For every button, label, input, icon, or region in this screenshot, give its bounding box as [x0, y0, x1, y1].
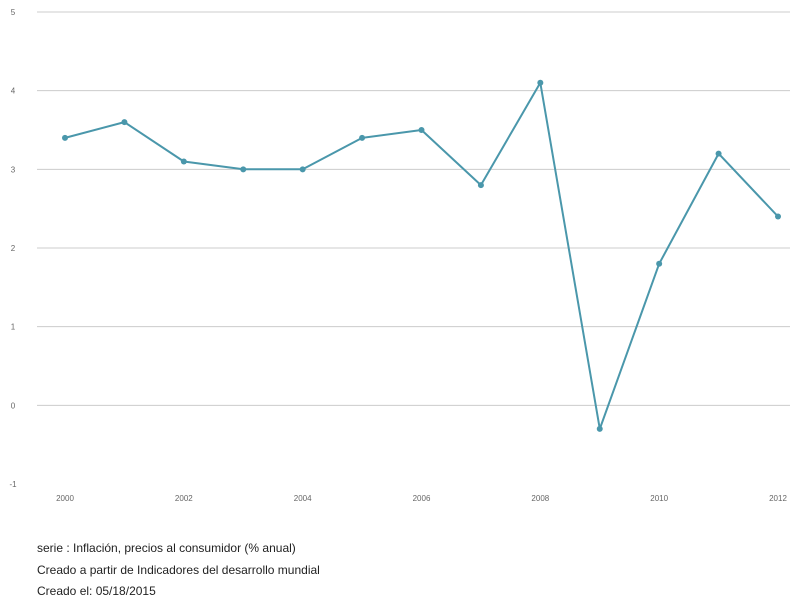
y-tick-label: 0	[11, 401, 16, 410]
x-tick-label: 2004	[294, 494, 312, 503]
data-point	[656, 260, 663, 267]
y-tick-label: -1	[9, 480, 17, 489]
data-point	[359, 134, 366, 141]
x-tick-label: 2002	[175, 494, 193, 503]
data-point	[537, 79, 544, 86]
data-point	[715, 150, 722, 157]
data-point	[477, 182, 484, 189]
data-point	[240, 166, 247, 173]
x-tick-label: 2012	[769, 494, 787, 503]
series-line	[64, 81, 779, 430]
x-tick-label: 2008	[531, 494, 549, 503]
caption-source: Creado a partir de Indicadores del desar…	[37, 563, 320, 577]
y-tick-label: 5	[11, 8, 16, 17]
gridlines	[37, 11, 790, 406]
data-point	[180, 158, 187, 165]
line-chart: -1 0 1 2 3 4 5 2000 2002 2004 2006 2008 2010 2012	[9, 8, 790, 503]
x-tick-label: 2000	[56, 494, 74, 503]
series-group	[62, 79, 781, 432]
data-point	[596, 425, 603, 432]
y-tick-label: 2	[11, 244, 16, 253]
x-tick-label: 2006	[413, 494, 431, 503]
data-point	[121, 119, 128, 126]
y-axis-ticks: -1 0 1 2 3 4 5	[9, 8, 17, 489]
caption-date: Creado el: 05/18/2015	[37, 584, 156, 598]
data-point	[299, 166, 306, 173]
y-tick-label: 1	[11, 323, 16, 332]
y-tick-label: 3	[11, 165, 16, 174]
caption-series: serie : Inflación, precios al consumidor…	[37, 541, 296, 555]
data-point	[418, 127, 425, 133]
data-point	[775, 213, 781, 220]
y-tick-label: 4	[11, 87, 16, 96]
x-tick-label: 2010	[650, 494, 668, 503]
data-point	[62, 134, 68, 141]
x-axis-ticks: 2000 2002 2004 2006 2008 2010 2012	[56, 494, 787, 503]
